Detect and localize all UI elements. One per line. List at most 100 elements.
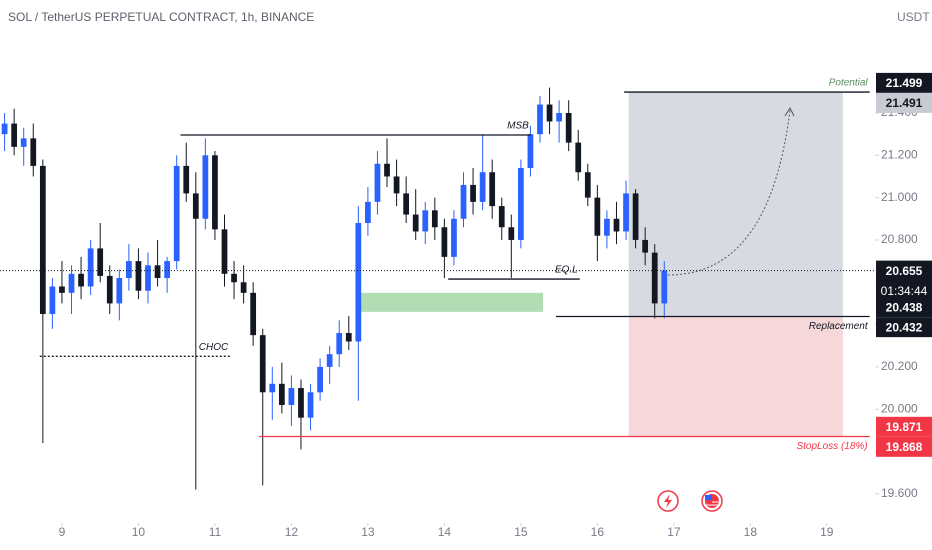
candle-body [479, 172, 486, 202]
candle-body [135, 261, 142, 291]
candle-body [451, 218, 457, 257]
candle-body [441, 227, 448, 257]
candle-body [298, 388, 304, 418]
candle-body [336, 333, 343, 355]
zone [628, 92, 843, 317]
candle-body [11, 123, 18, 147]
candle-body [126, 261, 132, 279]
level-label: MSB [507, 121, 529, 132]
y-tick-label: 19.600 [881, 486, 918, 500]
candle-body [202, 155, 209, 219]
zone [628, 316, 843, 437]
price-label-box [876, 436, 932, 457]
flag-canton [705, 495, 712, 500]
event-icons [657, 490, 723, 512]
candles [1, 87, 668, 490]
candle-body [412, 214, 419, 232]
candle-body [546, 104, 553, 122]
candle-body [288, 388, 295, 405]
price-label-box [876, 297, 932, 318]
x-tick-label: 17 [667, 525, 681, 539]
candle-body [278, 383, 285, 405]
candle-body [403, 193, 410, 215]
y-tick-label: 21.200 [881, 147, 918, 161]
candle-body [59, 286, 65, 293]
candle-body [584, 172, 591, 198]
axes: 19.60019.80020.00020.20020.40020.60020.8… [59, 72, 932, 539]
candle-body [68, 273, 75, 293]
price-label: 21.491 [886, 96, 923, 110]
price-label: 19.871 [886, 420, 923, 434]
level-label: CHOC [199, 342, 229, 353]
candle-body [498, 206, 505, 228]
candle-body [470, 184, 476, 202]
candle-body [431, 210, 438, 228]
candle-body [651, 252, 658, 304]
candle-body [173, 165, 180, 262]
candle-body [556, 112, 562, 122]
candle-body [250, 292, 257, 336]
candle-body [393, 176, 400, 194]
candle-body [30, 138, 37, 166]
candle-body [326, 354, 333, 367]
x-tick-label: 10 [132, 525, 146, 539]
candle-body [460, 184, 467, 219]
level-label: Potential [829, 78, 869, 89]
candle-body [345, 333, 352, 342]
y-tick-label: 20.800 [881, 232, 918, 246]
x-tick-label: 9 [59, 525, 66, 539]
projection-arrow [667, 109, 791, 276]
y-tick-label: 20.200 [881, 359, 918, 373]
price-label: 19.868 [886, 440, 923, 454]
candle-body [145, 265, 151, 291]
candle-body [661, 270, 668, 304]
candle-body [259, 335, 266, 393]
candle-body [527, 134, 534, 168]
candle-body [183, 165, 190, 194]
candle-body [518, 167, 524, 240]
price-label: 20.438 [886, 300, 923, 314]
x-tick-label: 13 [361, 525, 375, 539]
candle-body [355, 223, 362, 342]
candle-body [1, 123, 8, 135]
candle-body [632, 193, 639, 240]
candle-body [106, 275, 113, 304]
candle-body [489, 172, 496, 207]
chart-title: SOL / TetherUS PERPETUAL CONTRACT, 1h, B… [8, 10, 314, 24]
candle-body [613, 218, 620, 232]
candle-body [97, 248, 104, 276]
candle-body [20, 138, 27, 147]
price-label: 21.499 [886, 76, 923, 90]
x-tick-label: 16 [591, 525, 605, 539]
price-label-box [876, 416, 932, 437]
candle-body [565, 112, 572, 143]
x-tick-label: 15 [514, 525, 528, 539]
price-label: 20.655 [886, 264, 923, 278]
level-label: Replacement [809, 321, 869, 332]
candle-body [594, 197, 601, 236]
currency-label: USDT [897, 10, 930, 24]
candle-body [192, 193, 199, 219]
candle-body [575, 142, 582, 173]
x-tick-label: 19 [820, 525, 834, 539]
y-tick-label: 21.000 [881, 190, 918, 204]
countdown: 01:34:44 [881, 284, 928, 298]
x-tick-label: 11 [209, 525, 222, 539]
candle-body [39, 165, 46, 314]
price-label: 20.432 [886, 320, 923, 334]
arrow-head [784, 106, 795, 117]
candle-body [317, 366, 323, 393]
candle-body [365, 201, 371, 224]
candle-body [384, 163, 390, 177]
level-label: EQ.L [555, 265, 578, 276]
candle-body [231, 273, 237, 283]
y-tick-label: 20.000 [881, 401, 918, 415]
candle-body [87, 248, 94, 287]
candle-body [221, 229, 228, 274]
price-label-box [876, 72, 932, 93]
price-label-box [876, 92, 932, 113]
price-label-box [876, 317, 932, 338]
candle-body [422, 210, 429, 232]
x-tick-label: 18 [744, 525, 758, 539]
